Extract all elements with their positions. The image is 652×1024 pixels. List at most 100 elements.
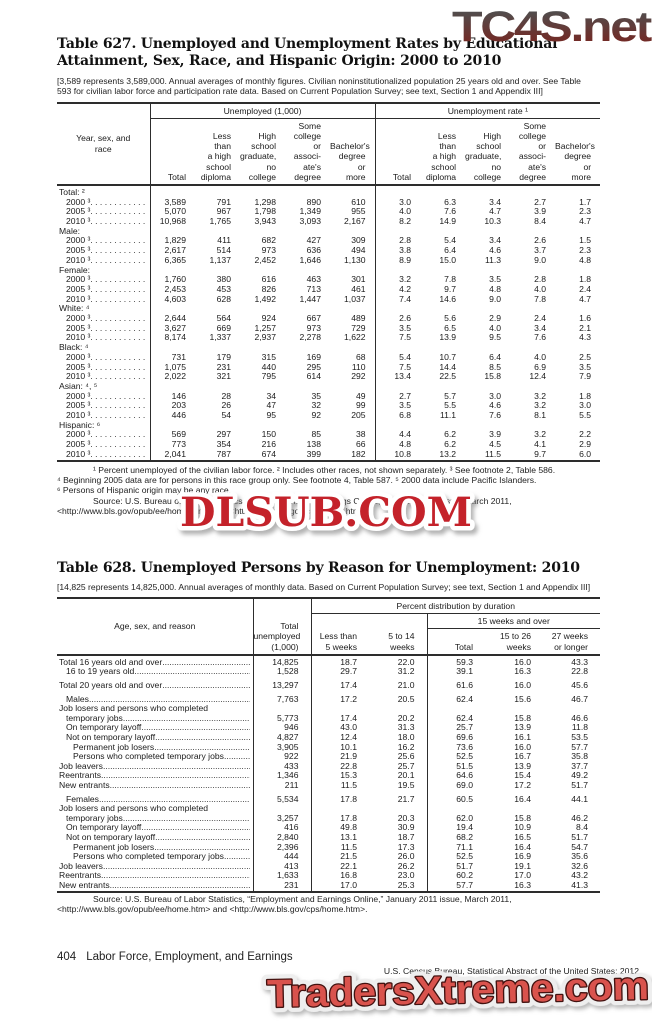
value-cell: 6.8 [374, 410, 421, 421]
row-label: Persons who completed temporary jobs [73, 852, 224, 862]
row-label: 2000 ³ [66, 314, 91, 324]
value-cell: 309 [351, 235, 366, 246]
leader-dots: ........................................… [101, 771, 250, 781]
value-cell [253, 704, 312, 714]
value-cell: 14.6 [439, 293, 457, 304]
value-cell: 2.5 [579, 351, 592, 362]
value-cell [510, 304, 555, 314]
table-628-title: Table 628. Unemployed Persons by Reason … [57, 559, 580, 576]
row-label-cell: 2010 ³ . . . . . . . . . . . . . . . . .… [57, 294, 151, 305]
value-cell: 18.7 [397, 831, 415, 842]
value-cell [240, 185, 285, 198]
row-label: Not on temporary layoff [66, 832, 156, 842]
leader-dots: ........................................… [155, 733, 249, 743]
leader-dots: ........................................… [109, 880, 250, 890]
value-cell: 15.6 [514, 693, 531, 704]
leader-dots: . . . . . . . . . . . . . . . . . . . . … [90, 246, 146, 256]
row-label: temporary jobs [66, 813, 123, 823]
value-cell: 28 [221, 390, 231, 401]
table-row: 2010 ³ . . . . . . . . . . . . . . . . .… [57, 254, 600, 266]
value-cell [465, 421, 510, 431]
value-cell: 203 [171, 400, 186, 411]
value-cell: 15.8 [514, 712, 531, 723]
table-row: Total 16 years old and over.............… [57, 654, 600, 668]
leader-dots: . . . . . . . . . . . . . . . . . . . . … [90, 236, 146, 246]
value-cell: 51.5 [426, 761, 485, 772]
value-cell: 21.5 [340, 851, 357, 862]
value-cell: 44.1 [571, 793, 588, 804]
leader-dots: . . . . . . . . . . . . . . . . . . . . … [90, 294, 146, 304]
value-cell: 16.5 [514, 831, 531, 842]
row-label-cell: 2010 ³ . . . . . . . . . . . . . . . . .… [57, 255, 151, 266]
value-cell: 3.0 [579, 400, 592, 411]
row-label: Total 20 years old and over [59, 681, 163, 691]
value-cell: 17.2 [514, 779, 531, 790]
row-label-cell: Job losers and persons who completed [57, 704, 254, 714]
value-cell: 30.9 [397, 822, 415, 833]
value-cell: 3,905 [253, 742, 312, 753]
value-cell: 17.8 [340, 812, 357, 823]
value-cell: 216 [261, 439, 276, 450]
value-cell [420, 382, 465, 392]
value-cell: 1.8 [579, 390, 592, 401]
value-cell [150, 185, 195, 198]
value-cell: 25.6 [397, 751, 415, 762]
value-cell: 11.5 [340, 779, 357, 790]
page-content: Table 627. Unemployed and Unemployment R… [57, 36, 602, 914]
value-cell: 2,617 [164, 245, 186, 256]
value-cell: 2,041 [164, 448, 186, 459]
table-627-footnotes: ¹ Percent unemployed of the civilian lab… [57, 465, 597, 496]
row-label: Male: [59, 226, 81, 236]
value-cell: 8,174 [164, 332, 186, 343]
leader-dots: ........................................… [162, 681, 250, 691]
table-row: Job losers and persons who completed [57, 704, 600, 714]
table-row: Job losers and persons who completed [57, 804, 600, 814]
value-cell: 7.6 [444, 206, 457, 217]
value-cell: 62.4 [426, 713, 485, 724]
value-cell: 7.8 [444, 274, 457, 285]
value-cell: 16.2 [397, 741, 415, 752]
value-cell: 69.0 [426, 780, 485, 791]
leader-dots: ........................................… [223, 752, 250, 762]
value-cell: 2,396 [253, 842, 312, 853]
value-cell: 1,765 [209, 216, 231, 227]
value-cell [465, 304, 510, 314]
value-cell: 5,773 [253, 713, 312, 724]
value-cell: 514 [216, 245, 231, 256]
value-cell: 15.4 [514, 770, 531, 781]
row-label: New entrants [59, 780, 110, 790]
value-cell: 6.3 [444, 196, 457, 207]
row-label: New entrants [59, 880, 110, 890]
value-cell [285, 421, 330, 431]
value-cell: 4.0 [534, 351, 547, 362]
value-cell: 6,365 [164, 254, 186, 265]
value-cell: 205 [351, 410, 366, 421]
value-cell [285, 185, 330, 198]
row-label-cell: Reentrants..............................… [57, 871, 254, 881]
value-cell: 14.4 [439, 361, 457, 372]
value-cell: 13,297 [253, 677, 312, 691]
value-cell: 17.0 [340, 879, 357, 890]
value-cell: 413 [253, 861, 312, 872]
value-cell: 2.9 [579, 439, 592, 450]
value-cell: 955 [351, 206, 366, 217]
row-label: 2005 ³ [66, 207, 91, 217]
table-row: 2010 ³ . . . . . . . . . . . . . . . . .… [57, 372, 600, 382]
value-cell: 62.0 [426, 813, 485, 824]
source-line: <http://www.bls.gov/opub/ee/home.htm> an… [57, 903, 368, 914]
value-cell: 146 [171, 390, 186, 401]
value-cell: 461 [351, 283, 366, 294]
leader-dots: ........................................… [102, 861, 250, 871]
row-label: Total: ² [59, 187, 85, 197]
value-cell: 19.4 [426, 823, 485, 833]
value-cell: 10.9 [514, 822, 531, 833]
table-row: Permanent job losers....................… [57, 842, 600, 853]
value-cell: 26 [221, 400, 231, 411]
group-header: Unemployment rate ¹ [374, 102, 601, 119]
subgroup-header: 15 weeks and over [426, 613, 600, 630]
table-row: temporary jobs..........................… [57, 812, 600, 824]
table-row: Not on temporary layoff.................… [57, 732, 600, 743]
column-header: Less than a high school diploma [200, 130, 231, 182]
row-label-cell: Asian: ⁴, ⁵ [57, 381, 151, 392]
table-row: Reentrants..............................… [57, 771, 600, 781]
